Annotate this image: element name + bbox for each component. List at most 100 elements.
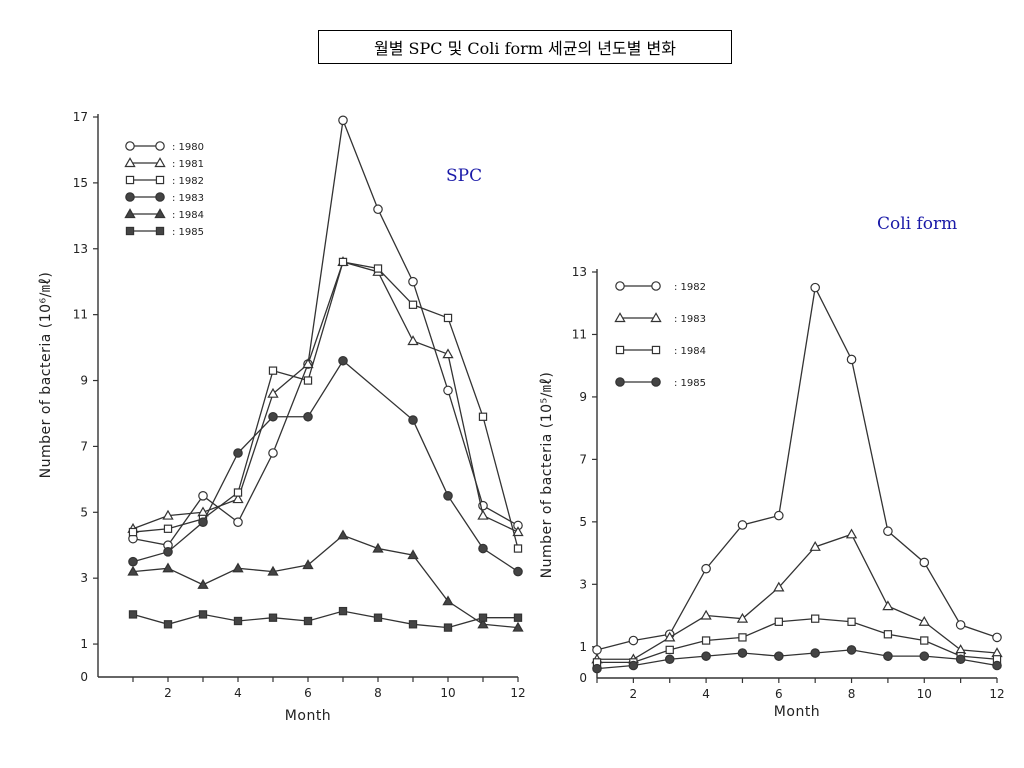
data-point — [337, 529, 349, 540]
data-point — [372, 542, 384, 553]
data-point — [408, 620, 418, 629]
data-point — [592, 645, 602, 655]
data-point — [478, 412, 488, 421]
data-point — [883, 526, 893, 537]
legend-entry: : 1980 — [125, 141, 204, 153]
data-point — [811, 614, 820, 623]
legend-entry: : 1983 — [125, 192, 204, 204]
data-point — [303, 616, 313, 626]
x-tick-label: 12 — [989, 687, 1004, 701]
x-tick-label: 8 — [374, 686, 382, 700]
data-point — [477, 618, 489, 629]
data-point — [408, 300, 418, 309]
series-line — [597, 533, 998, 660]
data-point — [373, 264, 383, 273]
data-point — [701, 636, 711, 645]
legend-entry: : 1984 — [615, 345, 706, 357]
legend-entry: : 1983 — [614, 312, 706, 325]
data-point — [955, 654, 966, 665]
chart-title: Coli form — [877, 214, 957, 234]
series-line — [132, 261, 519, 533]
data-point — [700, 609, 712, 620]
series-line — [596, 649, 998, 670]
data-point — [443, 623, 453, 632]
y-tick-label: 3 — [80, 571, 88, 585]
data-point — [847, 617, 856, 626]
data-point — [407, 335, 419, 346]
data-point — [442, 348, 454, 359]
legend-marker — [614, 312, 626, 323]
x-axis-label: Month — [774, 704, 820, 720]
data-point — [163, 524, 173, 533]
data-point — [513, 566, 523, 577]
data-point — [478, 543, 488, 554]
data-point — [992, 632, 1002, 643]
legend-marker — [124, 208, 136, 219]
data-point — [338, 257, 348, 267]
legend-label: : 1982 — [674, 282, 706, 293]
data-point — [268, 366, 278, 375]
legend-marker — [155, 192, 165, 202]
data-point — [233, 488, 243, 497]
y-tick-label: 9 — [579, 390, 587, 404]
data-point — [664, 654, 675, 665]
legend-label: : 1983 — [172, 193, 204, 204]
data-point — [302, 358, 314, 369]
legend-marker — [155, 175, 165, 185]
data-point — [162, 509, 174, 520]
data-point — [268, 448, 278, 458]
y-tick-label: 13 — [73, 242, 88, 256]
data-point — [163, 547, 173, 557]
legend-label: : 1980 — [172, 142, 204, 153]
data-point — [664, 631, 676, 642]
x-tick-label: 2 — [630, 687, 638, 701]
series-line — [132, 359, 519, 573]
x-tick-label: 6 — [775, 687, 783, 701]
data-point — [846, 645, 857, 655]
legend-label: : 1981 — [172, 159, 204, 170]
x-tick-label: 2 — [164, 686, 172, 700]
legend-marker — [125, 226, 135, 236]
data-point — [701, 651, 711, 661]
data-point — [883, 630, 893, 639]
data-point — [919, 651, 930, 661]
data-point — [267, 565, 279, 576]
data-point — [810, 282, 820, 293]
data-point — [513, 544, 523, 553]
data-point — [774, 617, 783, 626]
data-point — [883, 651, 893, 661]
data-point — [162, 562, 174, 573]
data-point — [443, 313, 453, 323]
page-title: 월별 SPC 및 Coli form 세균의 년도별 변화 — [318, 30, 732, 64]
data-point — [920, 636, 929, 645]
legend-marker — [651, 281, 661, 291]
legend-marker — [125, 141, 135, 151]
y-axis-label: Number of bacteria (10⁶/㎖) — [38, 272, 54, 479]
y-tick-label: 11 — [572, 327, 587, 341]
y-tick-label: 0 — [80, 670, 88, 684]
x-tick-label: 10 — [440, 686, 455, 700]
legend-marker — [650, 312, 662, 323]
data-point — [198, 610, 208, 619]
x-tick-label: 4 — [234, 686, 242, 700]
y-tick-label: 3 — [579, 577, 587, 591]
data-point — [919, 557, 930, 568]
data-point — [408, 276, 418, 287]
data-point — [701, 563, 711, 574]
series-1982 — [592, 282, 1002, 655]
data-point — [408, 415, 418, 425]
data-point — [128, 556, 138, 567]
series-1983 — [128, 355, 523, 577]
data-point — [407, 549, 419, 560]
data-point — [128, 610, 138, 619]
data-point — [443, 385, 453, 396]
data-point — [163, 620, 173, 629]
data-point — [809, 541, 821, 551]
legend-label: : 1984 — [172, 210, 204, 221]
data-point — [442, 595, 454, 606]
legend-marker — [125, 192, 135, 202]
x-tick-label: 8 — [848, 687, 856, 701]
data-point — [737, 520, 748, 530]
data-point — [513, 613, 523, 622]
